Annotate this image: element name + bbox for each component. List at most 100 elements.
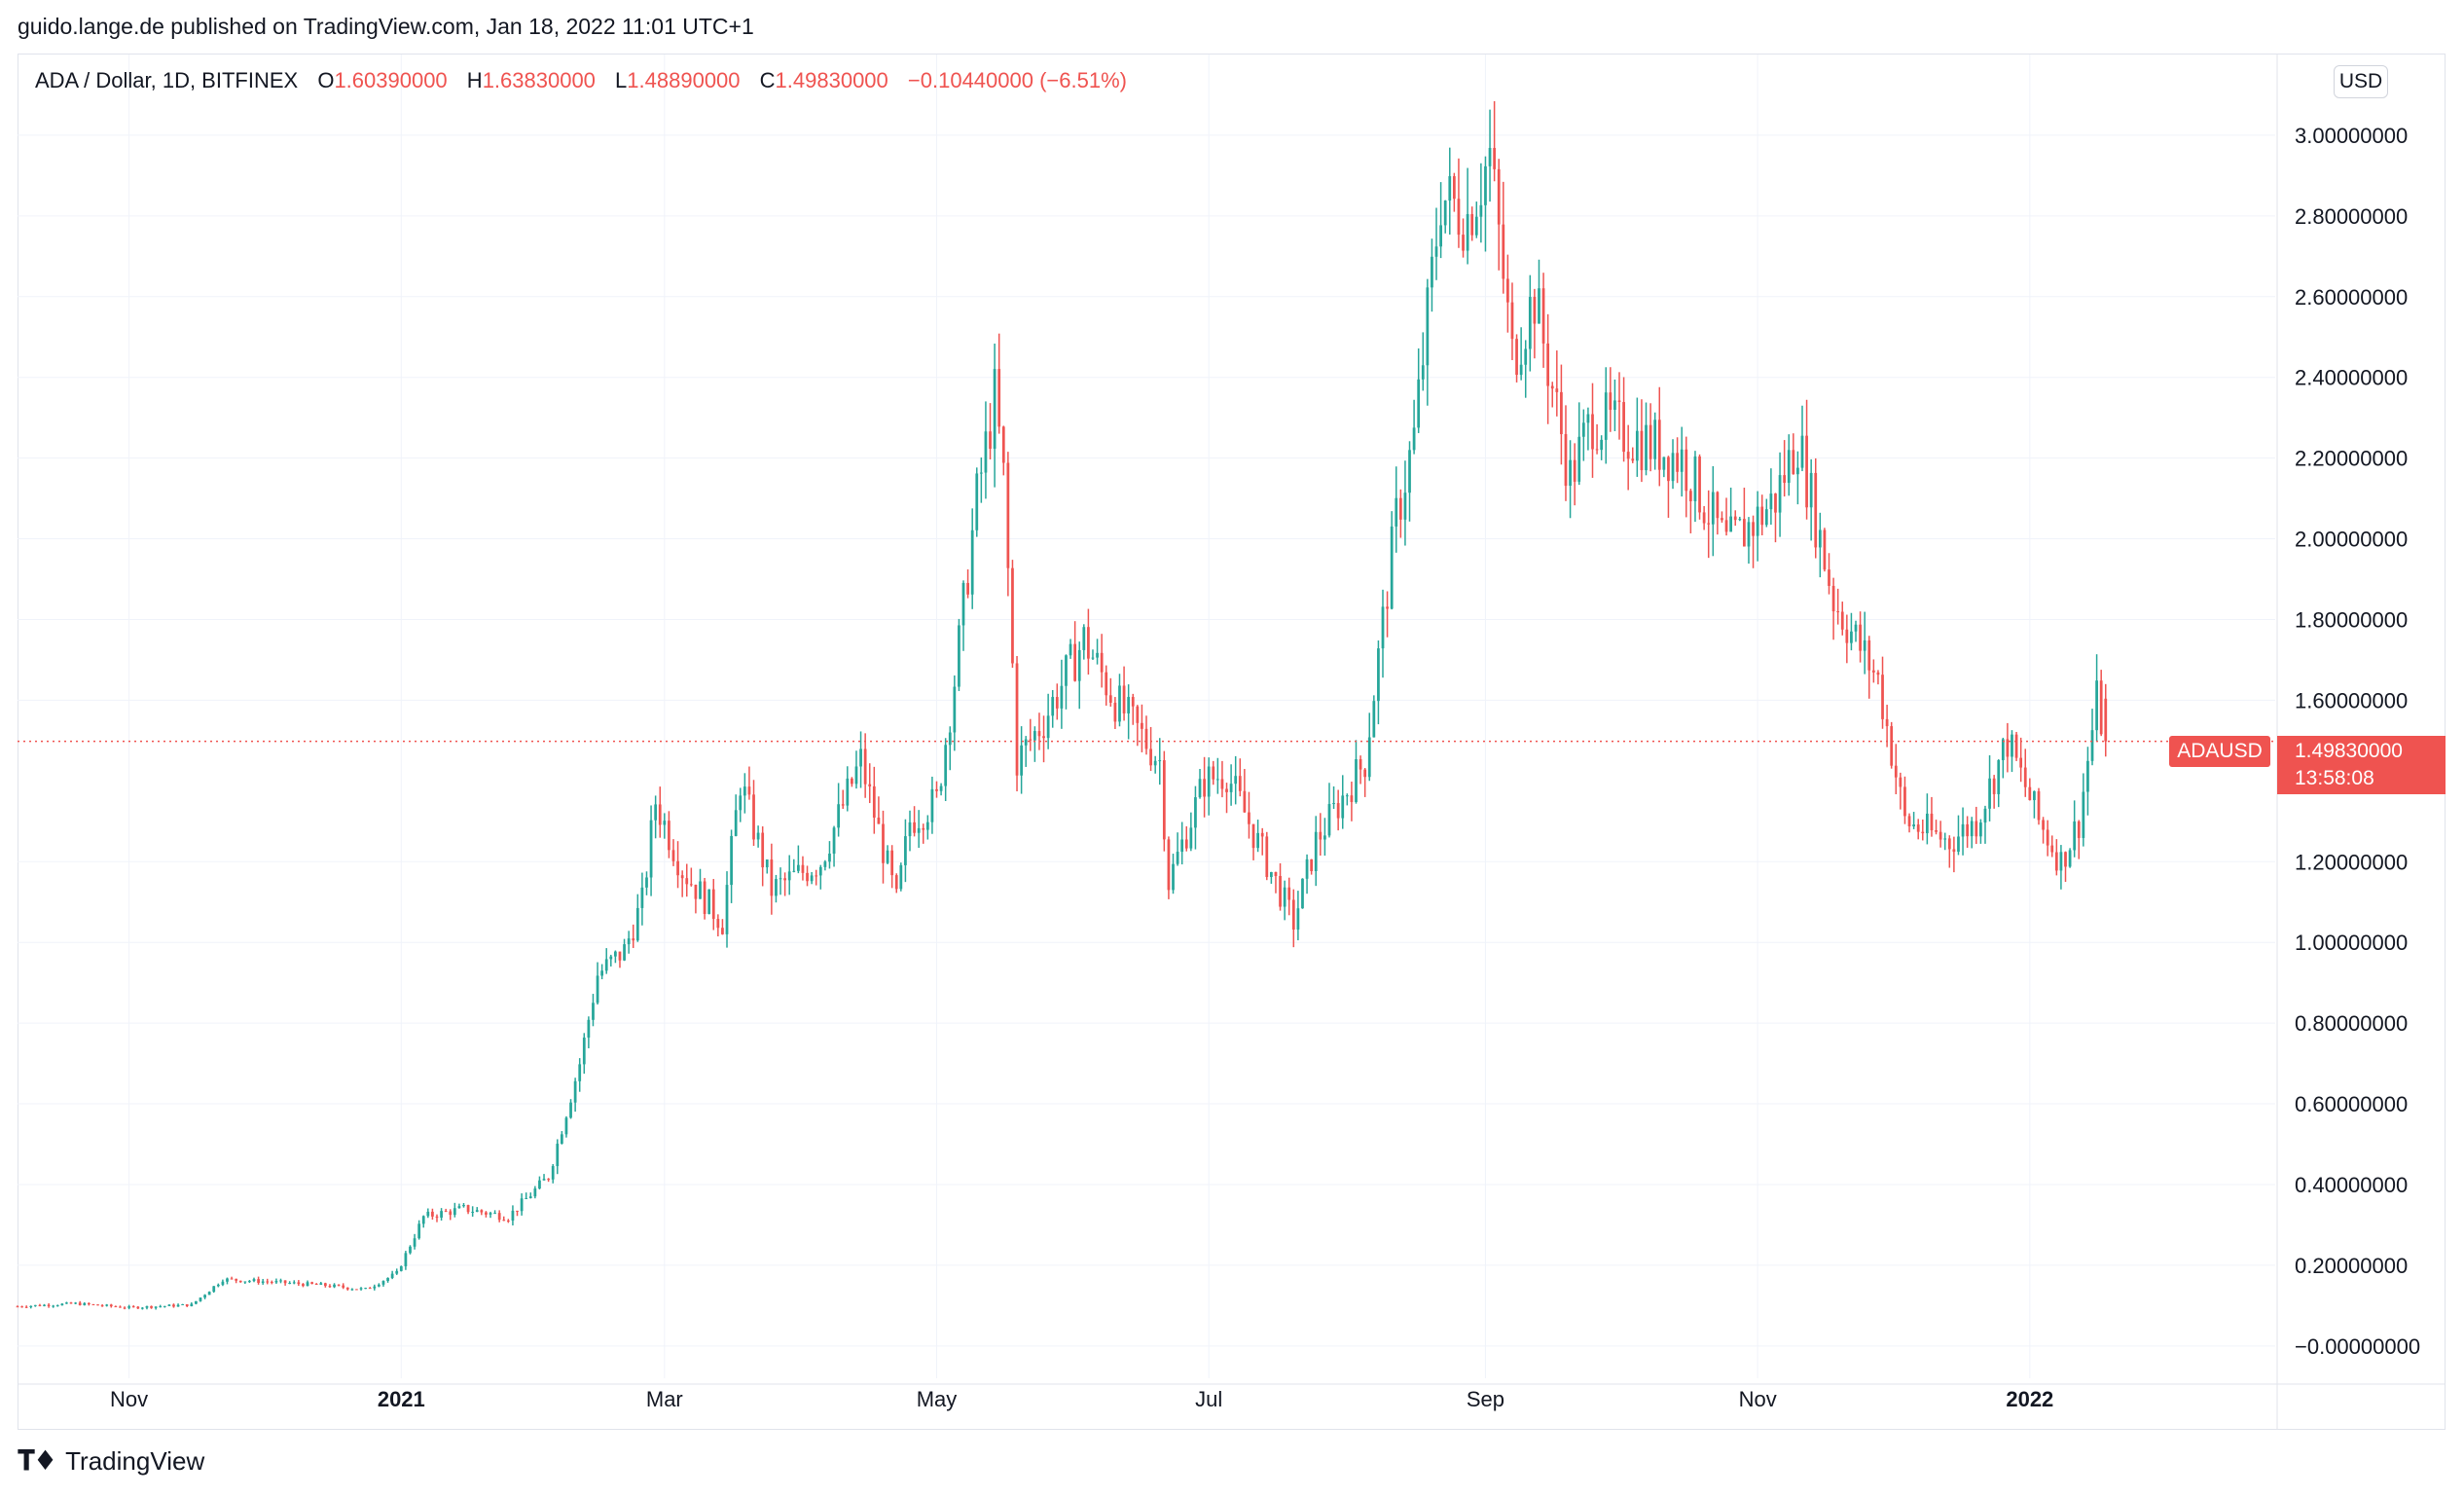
candle-body	[1127, 697, 1131, 713]
candle-body	[1001, 426, 1005, 463]
candle-body	[882, 823, 885, 863]
candle-body	[238, 1280, 242, 1283]
candle-body	[497, 1213, 501, 1221]
candle-body	[1488, 147, 1492, 166]
candle-body	[618, 951, 622, 961]
candle-body	[2014, 734, 2018, 758]
candle-body	[163, 1305, 166, 1307]
candle-body	[1189, 827, 1193, 849]
candle-body	[292, 1282, 296, 1284]
candle-body	[2064, 852, 2067, 867]
candle-body	[1680, 449, 1684, 472]
candle-body	[127, 1306, 130, 1308]
candle-body	[1792, 450, 1795, 475]
candle-body	[623, 944, 626, 961]
candle-body	[671, 850, 675, 861]
candle-body	[1533, 297, 1537, 324]
candle-body	[1997, 759, 2001, 794]
candle-body	[1198, 779, 1202, 798]
currency-button[interactable]: USD	[2334, 65, 2388, 98]
candle-body	[1167, 839, 1171, 891]
candle-body	[199, 1297, 202, 1301]
candle-body	[868, 784, 872, 786]
candle-body	[381, 1281, 385, 1285]
candle-body	[640, 887, 644, 908]
legend-close-label: C	[759, 68, 776, 92]
candle-body	[449, 1211, 453, 1216]
candle-body	[1033, 731, 1036, 741]
candle-body	[1635, 430, 1639, 461]
footer-brand[interactable]: 𝐓♦ TradingView	[18, 1444, 204, 1478]
candle-body	[2042, 820, 2045, 830]
candle-body	[2006, 739, 2010, 757]
candle-body	[1506, 278, 1509, 303]
candle-body	[1935, 829, 1938, 832]
publisher-caption: guido.lange.de published on TradingView.…	[18, 14, 754, 39]
candle-body	[1787, 450, 1791, 484]
y-tick-label: 0.20000000	[2295, 1254, 2408, 1278]
candle-body	[226, 1278, 229, 1282]
y-tick-label: 2.20000000	[2295, 447, 2408, 471]
candle-body	[43, 1304, 46, 1306]
candle-body	[1367, 737, 1371, 778]
candle-body	[663, 821, 667, 825]
candle-body	[1100, 652, 1104, 673]
candle-body	[1961, 823, 1965, 837]
candle-body	[944, 745, 948, 786]
candle-body	[961, 582, 965, 626]
candle-body	[979, 472, 983, 474]
candle-body	[958, 625, 960, 687]
candle-body	[1386, 606, 1389, 609]
candle-body	[890, 850, 894, 876]
candle-body	[1314, 831, 1318, 872]
candle-body	[1020, 745, 1023, 776]
candle-body	[1493, 147, 1497, 169]
candle-body	[489, 1213, 492, 1215]
candle-body	[699, 881, 702, 899]
legend-open-label: O	[317, 68, 335, 92]
legend-open-value: 1.60390000	[334, 68, 448, 92]
candle-body	[1113, 702, 1117, 722]
candle-body	[1037, 731, 1041, 737]
candle-body	[1573, 459, 1576, 482]
y-tick-label: 0.60000000	[2295, 1092, 2408, 1116]
candle-body	[1939, 831, 1942, 840]
x-tick-label: 2021	[378, 1387, 425, 1411]
candle-body	[1671, 453, 1675, 482]
candle-body	[2001, 739, 2005, 760]
candle-body	[604, 959, 608, 971]
candle-body	[100, 1305, 104, 1307]
candle-body	[783, 878, 786, 881]
y-tick-label: 1.80000000	[2295, 607, 2408, 632]
candle-body	[2037, 790, 2041, 821]
candle-body	[734, 810, 738, 836]
candle-body	[319, 1283, 323, 1285]
candle-body	[707, 889, 711, 914]
candle-body	[635, 907, 639, 941]
candle-body	[818, 866, 822, 876]
candle-body	[1591, 414, 1594, 450]
candle-body	[930, 788, 934, 822]
candle-body	[190, 1303, 194, 1306]
candle-body	[1265, 836, 1269, 878]
candle-body	[261, 1281, 265, 1284]
candle-body	[1604, 392, 1608, 440]
candle-body	[131, 1306, 135, 1308]
candle-body	[78, 1302, 82, 1305]
candle-body	[345, 1287, 349, 1290]
candle-body	[1060, 685, 1064, 709]
candle-body	[516, 1210, 519, 1212]
candle-body	[886, 850, 889, 863]
candle-body	[172, 1304, 175, 1307]
candle-body	[520, 1198, 524, 1212]
candle-body	[1332, 803, 1335, 805]
candle-body	[556, 1144, 560, 1167]
candle-body	[506, 1220, 510, 1222]
candle-body	[417, 1223, 421, 1239]
candle-body	[997, 369, 1001, 427]
candle-body	[1046, 715, 1050, 739]
candle-body	[1800, 435, 1804, 468]
candle-body	[2046, 829, 2049, 846]
candle-body	[279, 1280, 282, 1282]
